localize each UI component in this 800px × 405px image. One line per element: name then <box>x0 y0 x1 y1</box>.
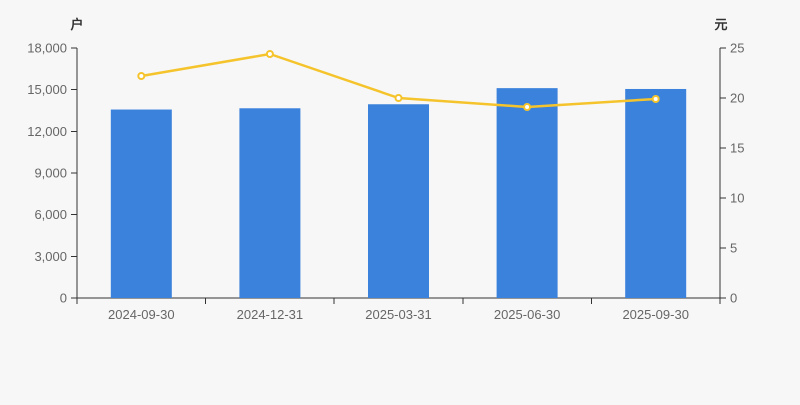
left-axis-ticks: 0 3,000 6,000 9,000 12,000 15,000 18,000 <box>27 41 77 306</box>
left-axis-unit-label: 户 <box>70 17 84 32</box>
right-axis-tick-label: 0 <box>730 291 737 306</box>
x-axis-ticks <box>76 298 721 304</box>
x-axis-category-label: 2025-09-30 <box>622 307 689 322</box>
right-axis-tick-label: 25 <box>730 41 744 56</box>
line-series <box>137 50 660 111</box>
right-axis-ticks: 0 5 10 15 20 25 <box>720 41 744 306</box>
left-axis-tick-label: 12,000 <box>27 124 67 139</box>
x-axis-labels: 2024-09-30 2024-12-31 2025-03-31 2025-06-30… <box>108 307 689 322</box>
left-axis-tick-label: 6,000 <box>34 207 67 222</box>
line-point[interactable] <box>265 50 274 58</box>
line-point[interactable] <box>651 95 660 103</box>
x-axis-category-label: 2025-06-30 <box>494 307 561 322</box>
left-axis-tick-label: 15,000 <box>27 82 67 97</box>
left-axis-tick-label: 18,000 <box>27 41 67 56</box>
bar[interactable] <box>239 108 301 299</box>
right-axis-tick-label: 5 <box>730 241 737 256</box>
right-axis-tick-label: 20 <box>730 91 744 106</box>
x-axis-category-label: 2025-03-31 <box>365 307 432 322</box>
line-point[interactable] <box>523 103 532 111</box>
right-axis-unit-label: 元 <box>714 17 728 32</box>
bar[interactable] <box>110 109 172 299</box>
bar-series <box>110 88 687 299</box>
left-axis-tick-label: 3,000 <box>34 249 67 264</box>
bar[interactable] <box>496 88 558 298</box>
x-axis-category-label: 2024-09-30 <box>108 307 175 322</box>
bar[interactable] <box>368 104 429 298</box>
line-point[interactable] <box>137 72 146 80</box>
left-axis-tick-label: 9,000 <box>34 166 67 181</box>
line-point[interactable] <box>394 94 403 102</box>
left-axis-tick-label: 0 <box>60 291 67 306</box>
x-axis-category-label: 2024-12-31 <box>237 307 304 322</box>
bar[interactable] <box>625 88 687 298</box>
right-axis-tick-label: 15 <box>730 141 744 156</box>
right-axis-tick-label: 10 <box>730 191 744 206</box>
